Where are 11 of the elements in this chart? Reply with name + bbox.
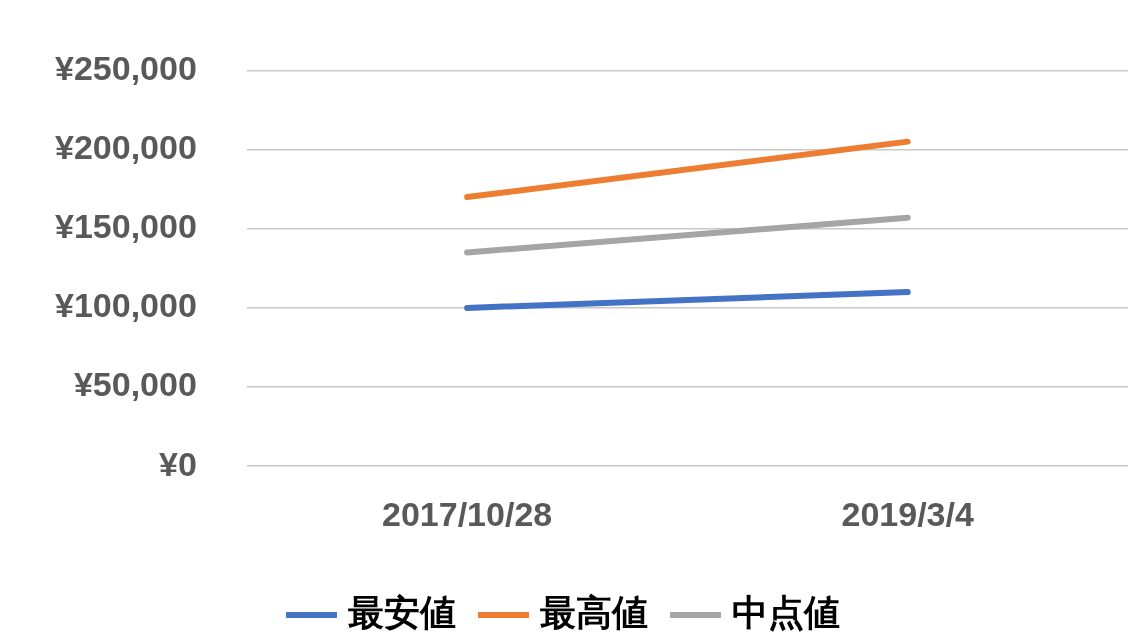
y-tick-label: ¥200,000 xyxy=(55,127,197,166)
legend-label: 最安値 xyxy=(347,591,456,633)
legend-label: 中点値 xyxy=(731,591,840,633)
x-tick-label: 2017/10/28 xyxy=(382,494,553,533)
y-tick-label: ¥100,000 xyxy=(55,286,197,325)
y-tick-label: ¥50,000 xyxy=(73,365,197,404)
y-tick-label: ¥150,000 xyxy=(55,207,197,246)
y-tick-label: ¥0 xyxy=(158,444,197,483)
y-tick-label: ¥250,000 xyxy=(55,48,197,87)
legend-label: 最高値 xyxy=(539,591,648,633)
x-tick-label: 2019/3/4 xyxy=(841,494,974,533)
